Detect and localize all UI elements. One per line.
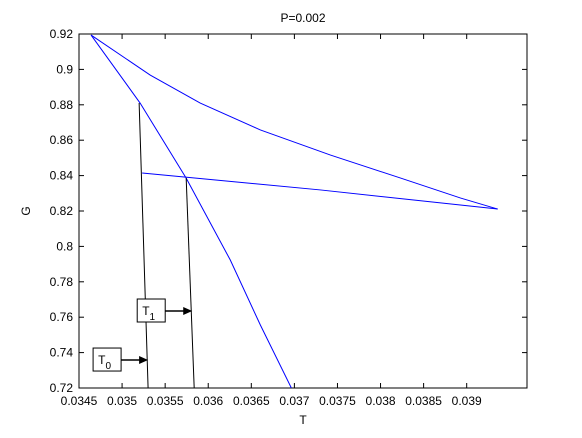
x-tick-label: 0.038 (366, 394, 396, 408)
x-tick-label: 0.0385 (405, 394, 442, 408)
curve (142, 172, 498, 210)
annotation-sub: 1 (150, 312, 156, 323)
annotation-sub: 0 (105, 361, 111, 372)
annotation-text: T0 (98, 353, 111, 372)
y-tick-label: 0.92 (50, 27, 74, 41)
y-tick-label: 0.86 (50, 133, 74, 147)
x-axis-label: T (299, 413, 307, 427)
x-tick-label: 0.036 (193, 394, 223, 408)
y-axis-label: G (19, 206, 33, 215)
x-tick-label: 0.035 (107, 394, 137, 408)
y-tick-label: 0.74 (50, 346, 74, 360)
x-tick-label: 0.0365 (233, 394, 270, 408)
annotation-main: T (98, 353, 106, 367)
x-tick-label: 0.0375 (319, 394, 356, 408)
annotation-text: T1 (142, 304, 155, 323)
y-tick-label: 0.82 (50, 204, 74, 218)
x-tick-label: 0.037 (279, 394, 309, 408)
x-tick-label: 0.0345 (61, 394, 98, 408)
y-tick-label: 0.88 (50, 98, 74, 112)
arrow-head (139, 356, 149, 365)
y-tick-label: 0.9 (56, 62, 73, 76)
curve (138, 103, 149, 389)
y-tick-label: 0.84 (50, 169, 74, 183)
annotation-main: T (142, 304, 150, 318)
y-tick-label: 0.8 (56, 239, 73, 253)
curve (90, 34, 292, 389)
x-tick-label: 0.039 (452, 394, 482, 408)
y-tick-label: 0.72 (50, 381, 74, 395)
curve (185, 178, 195, 389)
y-tick-label: 0.76 (50, 310, 74, 324)
y-tick-label: 0.78 (50, 275, 74, 289)
arrow-head (183, 307, 193, 316)
x-tick-label: 0.0355 (147, 394, 184, 408)
plot-area (78, 33, 528, 389)
chart-title: P=0.002 (280, 11, 325, 25)
curve (90, 34, 498, 210)
